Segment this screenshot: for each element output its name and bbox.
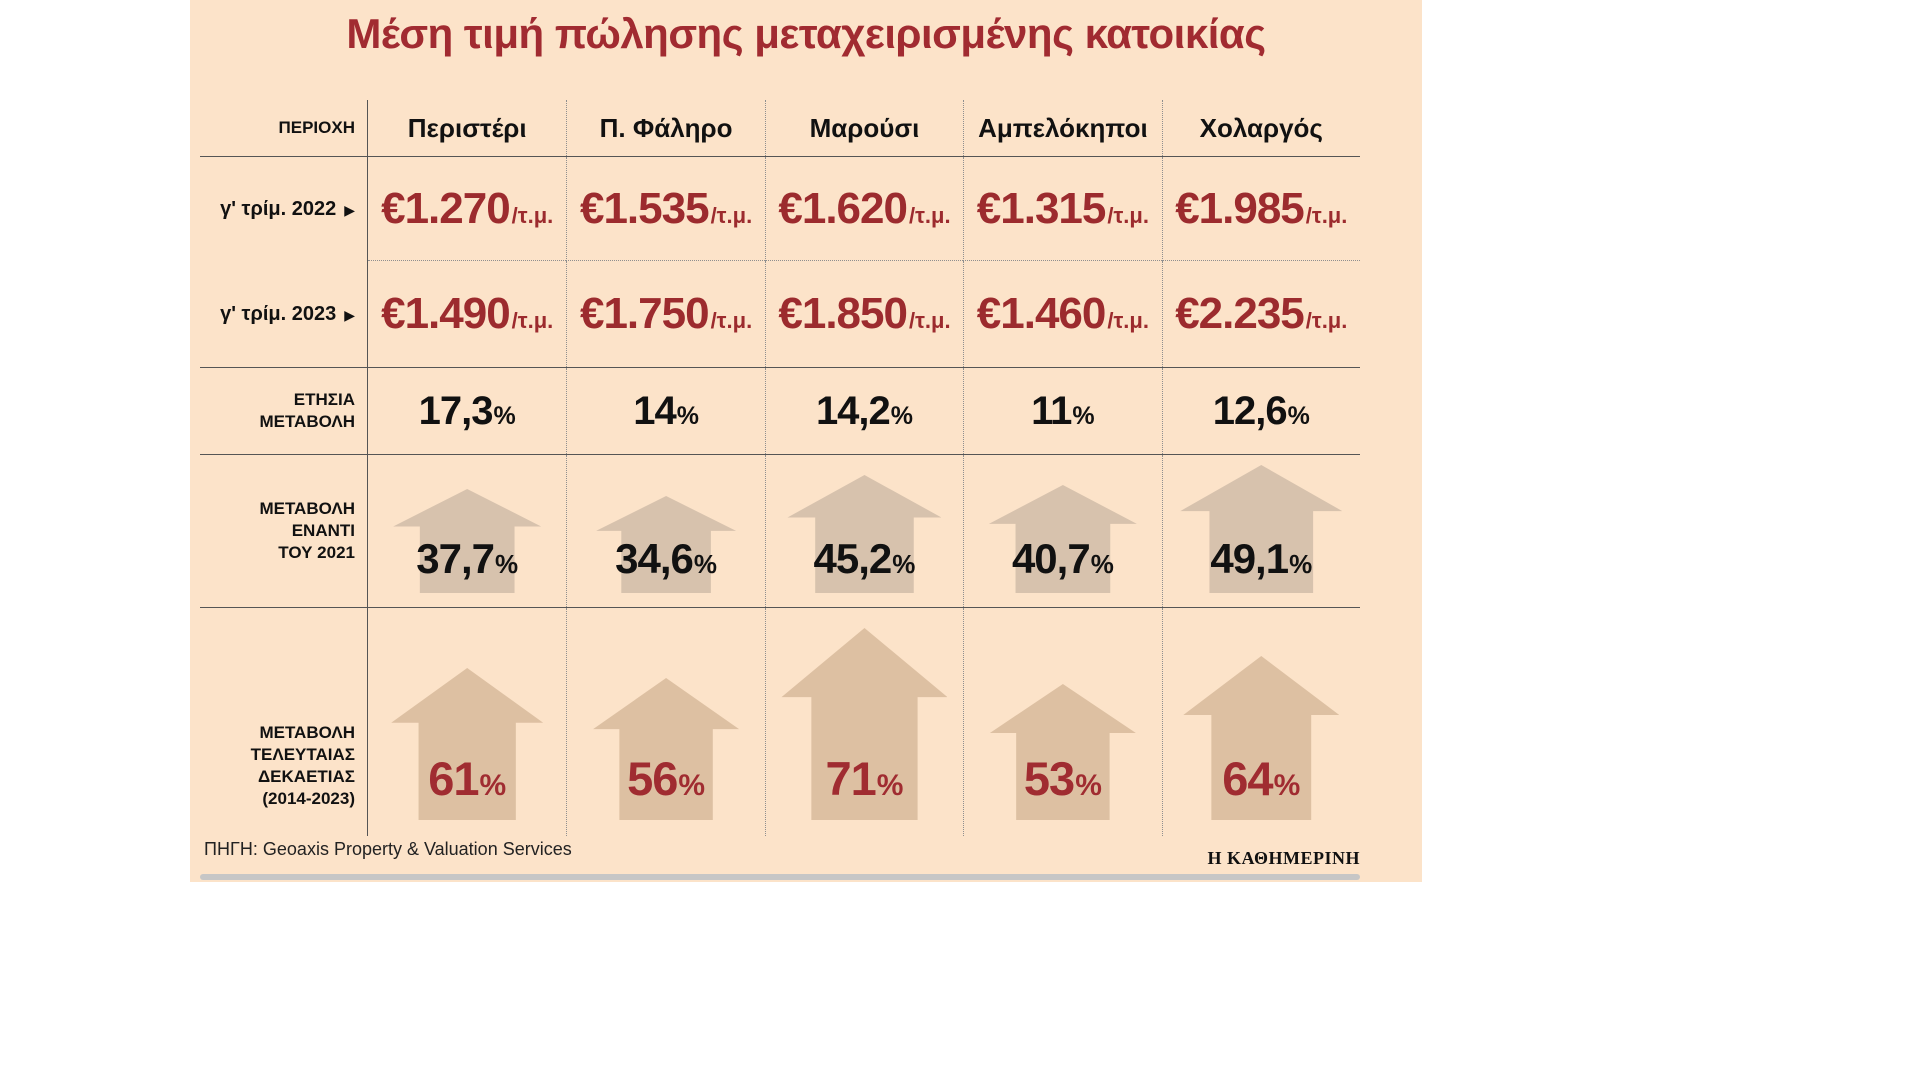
price-2022-cell: €1.315/τ.μ. xyxy=(963,157,1162,261)
unit-label: /τ.μ. xyxy=(710,202,753,228)
year-arrow-icon: ▶ xyxy=(344,201,355,218)
vs2021-cell: 45,2% xyxy=(764,455,963,607)
row-q3-2023-label: γ' τρίμ. 2023 xyxy=(220,302,337,325)
annual-change-cell: 12,6% xyxy=(1161,368,1360,454)
percent-sign: % xyxy=(495,549,519,579)
region-header-cell: ΠΕΡΙΟΧΗ xyxy=(200,100,368,156)
percent-sign: % xyxy=(1287,401,1310,430)
row-change-vs-2021: ΜΕΤΑΒΟΛΗ ΕΝΑΝΤΙ ΤΟΥ 2021 37,7% 34,6% 45,… xyxy=(200,455,1360,608)
annual-change-cell: 14,2% xyxy=(764,368,963,454)
price-2022-cell: €1.535/τ.μ. xyxy=(566,157,765,261)
year-arrow-icon: ▶ xyxy=(344,306,355,323)
price-2022-cell: €1.620/τ.μ. xyxy=(764,157,964,261)
unit-label: /τ.μ. xyxy=(1107,308,1149,333)
unit-label: /τ.μ. xyxy=(710,308,753,333)
annual-change-cell: 17,3% xyxy=(418,388,516,433)
decade-cell: 64% xyxy=(1161,608,1360,836)
unit-label: /τ.μ. xyxy=(1305,202,1348,228)
unit-label: /τ.μ. xyxy=(511,308,554,333)
area-header-marousi: Μαρούσι xyxy=(764,100,963,156)
price-2023-cell: €1.490/τ.μ. xyxy=(381,289,554,338)
decade-cell: 71% xyxy=(764,608,963,836)
price-table: ΠΕΡΙΟΧΗ Περιστέρι Π. Φάληρο Μαρούσι Αμπε… xyxy=(200,100,1360,836)
unit-label: /τ.μ. xyxy=(511,202,554,228)
area-header-ampelokipoi: Αμπελόκηποι xyxy=(963,100,1161,156)
percent-sign: % xyxy=(1090,549,1114,579)
row-decade-label: ΜΕΤΑΒΟΛΗ ΤΕΛΕΥΤΑΙΑΣ ΔΕΚΑΕΤΙΑΣ (2014-2023… xyxy=(250,722,355,808)
vs2021-cell: 40,7% xyxy=(963,455,1161,607)
percent-sign: % xyxy=(693,549,718,579)
row-vs2021-label: ΜΕΤΑΒΟΛΗ ΕΝΑΝΤΙ ΤΟΥ 2021 xyxy=(259,498,355,563)
price-2023-cell: €1.750/τ.μ. xyxy=(566,261,764,367)
vs2021-cell: 49,1% xyxy=(1161,455,1360,607)
percent-sign: % xyxy=(678,769,706,802)
annual-change-cell: 11% xyxy=(963,368,1161,454)
kathimerini-logo: Η ΚΑΘΗΜΕΡΙΝΗ xyxy=(1207,848,1360,868)
unit-label: /τ.μ. xyxy=(1107,202,1149,228)
row-q3-2022-label-cell: γ' τρίμ. 2022 ▶ xyxy=(200,157,368,261)
row-annual-label: ΕΤΗΣΙΑ ΜΕΤΑΒΟΛΗ xyxy=(259,389,355,431)
price-2022-cell: €1.270/τ.μ. xyxy=(368,157,567,261)
percent-sign: % xyxy=(890,401,914,430)
price-2023-cell: €2.235/τ.μ. xyxy=(1161,261,1360,367)
vs2021-cell: 37,7% xyxy=(368,455,566,607)
unit-label: /τ.μ. xyxy=(908,202,951,228)
percent-sign: % xyxy=(876,769,904,802)
percent-sign: % xyxy=(676,401,699,430)
row-annual-change: ΕΤΗΣΙΑ ΜΕΤΑΒΟΛΗ 17,3% 14% 14,2% 11% 12,6… xyxy=(200,368,1360,455)
source-credit: ΠΗΓΗ: Geoaxis Property & Valuation Servi… xyxy=(204,839,572,859)
price-2023-cell: €1.460/τ.μ. xyxy=(963,261,1161,367)
row-q3-2023-label-cell: γ' τρίμ. 2023 ▶ xyxy=(200,261,368,367)
price-2023-cell: €1.850/τ.μ. xyxy=(764,261,963,367)
unit-label: /τ.μ. xyxy=(1305,308,1348,333)
row-annual-label-cell: ΕΤΗΣΙΑ ΜΕΤΑΒΟΛΗ xyxy=(200,368,368,454)
region-header-label: ΠΕΡΙΟΧΗ xyxy=(278,117,355,137)
vs2021-cell: 34,6% xyxy=(566,455,764,607)
price-2022-cell: €1.985/τ.μ. xyxy=(1161,157,1360,261)
decade-cell: 56% xyxy=(566,608,764,836)
row-decade-label-cell: ΜΕΤΑΒΟΛΗ ΤΕΛΕΥΤΑΙΑΣ ΔΕΚΑΕΤΙΑΣ (2014-2023… xyxy=(200,608,368,836)
decade-cell: 61% xyxy=(368,608,566,836)
table-header-row: ΠΕΡΙΟΧΗ Περιστέρι Π. Φάληρο Μαρούσι Αμπε… xyxy=(200,100,1360,157)
percent-sign: % xyxy=(892,549,916,579)
row-q3-2023: γ' τρίμ. 2023 ▶ €1.490/τ.μ. €1.750/τ.μ. … xyxy=(200,261,1360,368)
area-header-peristeri: Περιστέρι xyxy=(407,112,527,143)
row-q3-2022: γ' τρίμ. 2022 ▶ €1.270/τ.μ. €1.535/τ.μ. … xyxy=(200,157,1360,261)
unit-label: /τ.μ. xyxy=(908,308,951,333)
annual-change-cell: 14% xyxy=(566,368,764,454)
area-header-xolargos: Χολαργός xyxy=(1161,100,1360,156)
row-vs2021-label-cell: ΜΕΤΑΒΟΛΗ ΕΝΑΝΤΙ ΤΟΥ 2021 xyxy=(200,455,368,607)
page-title: Μέση τιμή πώλησης μεταχειρισμένης κατοικ… xyxy=(346,10,1266,57)
percent-sign: % xyxy=(1289,549,1313,579)
row-decade-change: ΜΕΤΑΒΟΛΗ ΤΕΛΕΥΤΑΙΑΣ ΔΕΚΑΕΤΙΑΣ (2014-2023… xyxy=(200,608,1360,836)
percent-sign: % xyxy=(479,769,507,802)
area-header-p-faliro: Π. Φάληρο xyxy=(566,100,764,156)
percent-sign: % xyxy=(493,401,516,430)
percent-sign: % xyxy=(1072,401,1095,430)
infographic-panel: Μέση τιμή πώλησης μεταχειρισμένης κατοικ… xyxy=(190,0,1422,882)
row-q3-2022-label: γ' τρίμ. 2022 xyxy=(220,197,337,220)
percent-sign: % xyxy=(1273,769,1301,802)
decade-cell: 53% xyxy=(963,608,1161,836)
percent-sign: % xyxy=(1075,769,1102,802)
bottom-divider-bar xyxy=(200,874,1360,880)
